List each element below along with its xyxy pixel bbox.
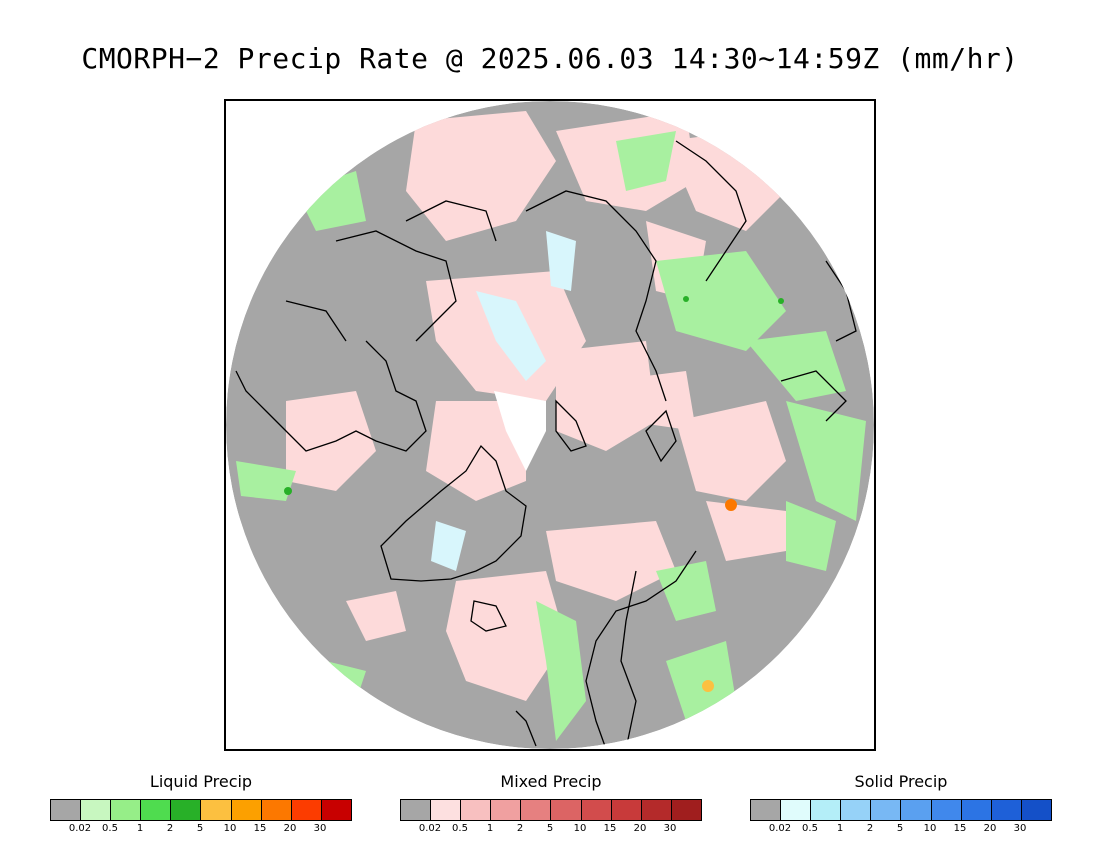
tick-labels: 0.02 0.5 1 2 5 10 15 20 30 — [50, 823, 352, 837]
polar-map-svg — [226, 101, 874, 749]
tick-label: 10 — [223, 823, 237, 834]
tick-label: 0.5 — [802, 823, 818, 834]
precip-map — [224, 99, 876, 751]
tick-label: 0.02 — [418, 823, 442, 834]
color-swatch — [291, 800, 322, 820]
tick-label: 0.02 — [68, 823, 92, 834]
tick-label: 20 — [633, 823, 647, 834]
tick-label: 20 — [983, 823, 997, 834]
tick-label: 1 — [136, 823, 144, 834]
color-scale — [50, 799, 352, 821]
solid-precip-areas — [431, 231, 576, 571]
legend-title: Liquid Precip — [149, 772, 253, 791]
tick-label: 0.5 — [452, 823, 468, 834]
color-swatch — [141, 800, 172, 820]
tick-label: 1 — [836, 823, 844, 834]
color-swatch — [51, 800, 82, 820]
color-swatch — [811, 800, 842, 820]
color-swatch — [81, 800, 112, 820]
tick-label: 20 — [283, 823, 297, 834]
color-swatch — [781, 800, 812, 820]
color-swatch — [641, 800, 672, 820]
legend-title: Solid Precip — [854, 772, 948, 791]
color-swatch — [581, 800, 612, 820]
coastlines — [235, 140, 857, 749]
color-swatch — [111, 800, 142, 820]
color-swatch — [961, 800, 992, 820]
tick-label: 15 — [953, 823, 967, 834]
color-swatch — [671, 800, 701, 820]
color-scale — [400, 799, 702, 821]
heavy-precip-cells — [284, 296, 784, 692]
color-swatch — [751, 800, 782, 820]
color-swatch — [1021, 800, 1051, 820]
color-swatch — [321, 800, 351, 820]
tick-label: 5 — [196, 823, 204, 834]
tick-label: 2 — [516, 823, 524, 834]
color-swatch — [201, 800, 232, 820]
color-swatch — [231, 800, 262, 820]
color-swatch — [551, 800, 582, 820]
legend-mixed-precip: Mixed Precip 0.02 0.5 1 2 5 10 15 20 30 — [400, 772, 702, 837]
color-swatch — [841, 800, 872, 820]
tick-label: 2 — [866, 823, 874, 834]
tick-label: 5 — [546, 823, 554, 834]
color-swatch — [611, 800, 642, 820]
tick-labels: 0.02 0.5 1 2 5 10 15 20 30 — [400, 823, 702, 837]
color-swatch — [901, 800, 932, 820]
color-scale — [750, 799, 1052, 821]
tick-label: 10 — [923, 823, 937, 834]
tick-label: 15 — [253, 823, 267, 834]
tick-label: 2 — [166, 823, 174, 834]
legend-liquid-precip: Liquid Precip 0.02 0.5 1 2 5 10 15 20 30 — [50, 772, 352, 837]
tick-labels: 0.02 0.5 1 2 5 10 15 20 30 — [750, 823, 1052, 837]
color-swatch — [491, 800, 522, 820]
tick-label: 0.02 — [768, 823, 792, 834]
legend-solid-precip: Solid Precip 0.02 0.5 1 2 5 10 15 20 30 — [750, 772, 1052, 837]
map-title: CMORPH−2 Precip Rate @ 2025.06.03 14:30∼… — [81, 42, 1019, 75]
tick-label: 15 — [603, 823, 617, 834]
color-swatch — [931, 800, 962, 820]
color-swatch — [401, 800, 432, 820]
legend-title: Mixed Precip — [500, 772, 602, 791]
tick-label: 1 — [486, 823, 494, 834]
color-swatch — [261, 800, 292, 820]
color-swatch — [461, 800, 492, 820]
pole-data-gap — [494, 391, 546, 471]
color-swatch — [871, 800, 902, 820]
color-swatch — [431, 800, 462, 820]
color-swatch — [991, 800, 1022, 820]
tick-label: 5 — [896, 823, 904, 834]
color-swatch — [521, 800, 552, 820]
tick-label: 30 — [663, 823, 677, 834]
color-swatch — [171, 800, 202, 820]
tick-label: 30 — [313, 823, 327, 834]
tick-label: 30 — [1013, 823, 1027, 834]
tick-label: 0.5 — [102, 823, 118, 834]
tick-label: 10 — [573, 823, 587, 834]
